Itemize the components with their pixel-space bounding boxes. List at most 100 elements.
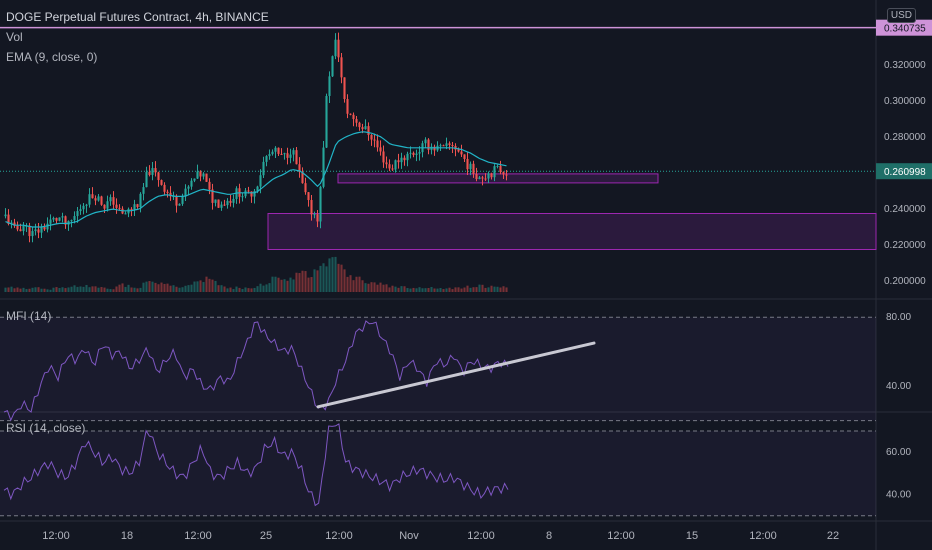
candle-body <box>181 196 184 204</box>
candle-body <box>382 151 385 163</box>
volume-bar <box>355 276 358 292</box>
time-tick-label: 8 <box>546 530 552 542</box>
candle-body <box>481 177 484 179</box>
candle-body <box>34 229 37 232</box>
rsi-line <box>3 423 509 507</box>
volume-bar <box>136 288 139 292</box>
candle-body <box>376 140 379 148</box>
candle-body <box>502 172 505 175</box>
candle-body <box>94 198 97 201</box>
candle-body <box>229 200 232 203</box>
candle-body <box>82 205 85 210</box>
candle-body <box>247 190 250 192</box>
candle-body <box>268 154 271 157</box>
current-price-label: 0.260998 <box>884 167 926 178</box>
candle-body <box>4 214 7 217</box>
volume-bar <box>337 263 340 292</box>
volume-bar <box>208 278 211 292</box>
volume-bar <box>286 280 289 292</box>
mfi-indicator-label[interactable]: MFI (14) <box>6 309 52 323</box>
volume-bar <box>487 287 490 292</box>
volume-bar <box>424 288 427 292</box>
volume-bar <box>13 288 16 292</box>
candle-body <box>193 178 196 181</box>
volume-bar <box>37 287 40 292</box>
volume-bar <box>343 269 346 292</box>
candle-body <box>214 199 217 203</box>
candle-body <box>325 95 328 148</box>
candle-body <box>169 192 172 197</box>
volume-bar <box>193 281 196 292</box>
volume-bar <box>166 283 169 292</box>
candle-body <box>280 153 283 155</box>
resistance-price-tag <box>876 19 932 36</box>
volume-bar <box>277 277 280 292</box>
volume-bar <box>469 287 472 292</box>
candle-body <box>256 186 259 191</box>
candle-body <box>91 194 94 199</box>
candle-body <box>16 225 19 230</box>
ema-indicator-label[interactable]: EMA (9, close, 0) <box>6 50 98 64</box>
volume-bar <box>502 286 505 292</box>
volume-bar <box>373 282 376 292</box>
volume-bar <box>178 287 181 292</box>
candle-body <box>46 223 49 230</box>
current-price-tag <box>876 163 932 180</box>
volume-bar <box>259 283 262 292</box>
volume-bar <box>16 287 19 292</box>
candle-body <box>100 196 103 205</box>
volume-bar <box>388 287 391 292</box>
volume-bar <box>298 273 301 292</box>
candle-body <box>190 180 193 187</box>
candle-body <box>493 166 496 178</box>
volume-indicator-label[interactable]: Vol <box>6 30 23 44</box>
volume-bar <box>499 287 502 292</box>
candle-body <box>490 173 493 178</box>
volume-bar <box>10 286 13 292</box>
candle-body <box>478 177 481 180</box>
rsi-band-fill <box>0 430 876 516</box>
currency-button[interactable]: USD <box>886 8 916 23</box>
time-tick-label: 12:00 <box>467 530 495 542</box>
volume-bar <box>352 280 355 292</box>
volume-bar <box>475 287 478 292</box>
volume-bar <box>4 287 7 292</box>
candle-body <box>352 114 355 120</box>
volume-bar <box>94 286 97 292</box>
volume-bar <box>220 285 223 292</box>
rsi-indicator-label[interactable]: RSI (14, close) <box>6 421 86 435</box>
volume-bar <box>448 287 451 292</box>
volume-bar <box>67 287 70 292</box>
volume-bar <box>241 289 244 292</box>
volume-bar <box>25 289 28 292</box>
candle-body <box>460 151 463 155</box>
volume-bar <box>31 287 34 292</box>
volume-bar <box>493 286 496 292</box>
candle-body <box>466 158 469 170</box>
volume-bar <box>244 287 247 292</box>
time-tick-label: 22 <box>827 530 839 542</box>
candle-body <box>154 168 157 173</box>
candle-body <box>253 190 256 197</box>
candle-body <box>76 211 79 217</box>
volume-bar <box>190 284 193 292</box>
volume-bar <box>91 286 94 292</box>
volume-bar <box>169 285 172 292</box>
volume-bar <box>313 269 316 292</box>
volume-bar <box>262 285 265 292</box>
volume-bar <box>319 265 322 292</box>
volume-bar <box>28 288 31 292</box>
volume-bar <box>103 287 106 292</box>
candle-body <box>439 145 442 147</box>
candle-body <box>163 184 166 192</box>
volume-bar <box>133 287 136 292</box>
volume-bar <box>142 282 145 292</box>
candle-body <box>88 194 91 205</box>
volume-bar <box>430 287 433 292</box>
mfi-tick-label: 40.00 <box>886 381 911 392</box>
volume-bar <box>154 282 157 292</box>
chart-title: DOGE Perpetual Futures Contract, 4h, BIN… <box>6 10 269 24</box>
volume-bar <box>409 288 412 292</box>
volume-bar <box>376 284 379 292</box>
